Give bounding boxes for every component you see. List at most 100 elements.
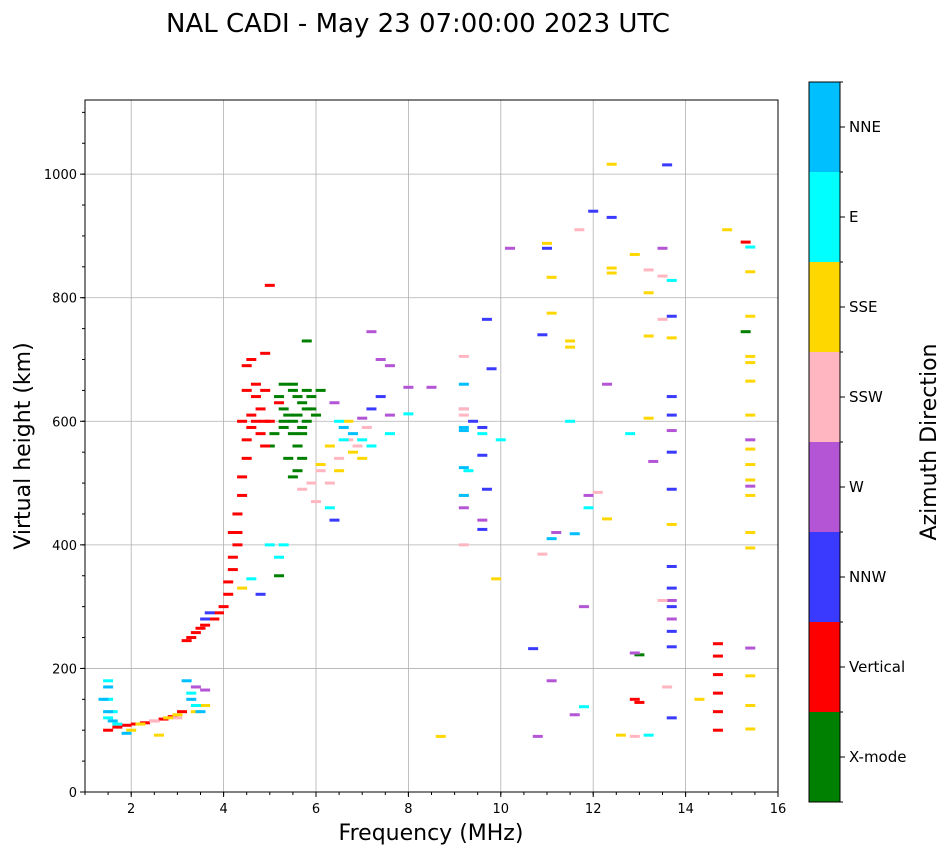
data-point	[712, 691, 723, 695]
data-point	[505, 246, 516, 250]
data-point	[287, 382, 298, 386]
data-point	[468, 419, 479, 423]
data-point	[546, 679, 557, 683]
data-point	[745, 354, 756, 358]
data-point	[551, 531, 562, 534]
data-point	[481, 317, 492, 321]
data-point	[375, 395, 386, 399]
data-point	[606, 266, 617, 270]
data-point	[565, 419, 576, 423]
data-point	[306, 407, 317, 411]
data-point	[241, 364, 252, 368]
data-point	[375, 358, 386, 361]
colorbar: X-mode Vertical NNW W SSW SSE E NNE	[808, 81, 906, 803]
data-point	[186, 691, 197, 695]
data-point	[477, 527, 488, 531]
data-point	[625, 432, 636, 436]
data-point	[283, 456, 294, 460]
data-point	[278, 425, 289, 429]
data-point	[209, 617, 220, 621]
data-point	[246, 413, 257, 417]
data-point	[666, 395, 677, 399]
data-point	[384, 413, 395, 417]
grid	[85, 100, 779, 793]
data-point	[745, 438, 756, 442]
data-point	[384, 364, 395, 368]
data-point	[103, 685, 114, 689]
series-vertical	[103, 240, 751, 732]
data-point	[384, 432, 395, 436]
data-point	[278, 382, 289, 386]
data-point	[606, 271, 617, 275]
y-tick-label: 0	[69, 786, 77, 801]
data-point	[657, 246, 668, 250]
data-point	[163, 716, 174, 720]
data-point	[278, 419, 289, 423]
data-point	[578, 605, 589, 609]
data-point	[287, 432, 298, 436]
data-point	[458, 407, 469, 411]
data-point	[666, 278, 677, 282]
x-tick-label: 16	[770, 802, 787, 817]
data-point	[334, 456, 345, 460]
data-point	[343, 419, 354, 423]
data-point	[712, 710, 723, 714]
data-point	[103, 716, 114, 720]
colorbar-tick-label: W	[849, 478, 864, 496]
data-point	[666, 429, 677, 433]
data-point	[357, 456, 368, 460]
data-point	[334, 419, 345, 423]
data-point	[255, 592, 266, 596]
y-tick-label: 200	[52, 662, 77, 677]
data-point	[666, 629, 677, 633]
data-point	[329, 518, 340, 522]
data-point	[181, 679, 192, 683]
data-point	[629, 651, 640, 655]
data-point	[629, 734, 640, 738]
data-point	[112, 722, 123, 726]
data-point	[458, 429, 469, 433]
data-point	[227, 568, 238, 572]
data-point	[602, 382, 613, 386]
data-point	[149, 719, 160, 723]
data-point	[195, 710, 206, 714]
data-point	[666, 586, 677, 590]
data-point	[435, 734, 446, 738]
data-point	[301, 388, 312, 392]
series-e	[103, 245, 756, 737]
data-point	[292, 413, 303, 417]
colorbar-segment	[809, 712, 840, 802]
data-point	[495, 438, 506, 442]
data-point	[121, 723, 132, 727]
data-point	[190, 685, 201, 689]
data-point	[232, 543, 243, 547]
data-point	[648, 459, 659, 463]
data-point	[172, 716, 183, 720]
data-point	[172, 713, 183, 717]
data-point	[657, 274, 668, 278]
data-point	[324, 506, 335, 510]
data-point	[745, 245, 756, 249]
data-point	[486, 367, 497, 371]
data-point	[338, 438, 349, 442]
data-point	[745, 546, 756, 550]
series-x-mode	[264, 330, 751, 657]
data-point	[186, 697, 197, 701]
data-point	[745, 646, 756, 650]
data-point	[662, 685, 673, 689]
colorbar-segment	[809, 532, 840, 622]
data-point	[237, 493, 248, 497]
data-point	[606, 215, 617, 219]
data-point	[666, 645, 677, 649]
data-point	[107, 719, 118, 723]
data-point	[745, 270, 756, 274]
data-point	[311, 500, 321, 504]
data-point	[121, 731, 132, 735]
data-point	[297, 425, 308, 429]
data-point	[662, 163, 673, 167]
data-point	[103, 728, 114, 732]
data-point	[565, 339, 576, 343]
data-point	[301, 339, 312, 343]
data-point	[477, 432, 488, 436]
